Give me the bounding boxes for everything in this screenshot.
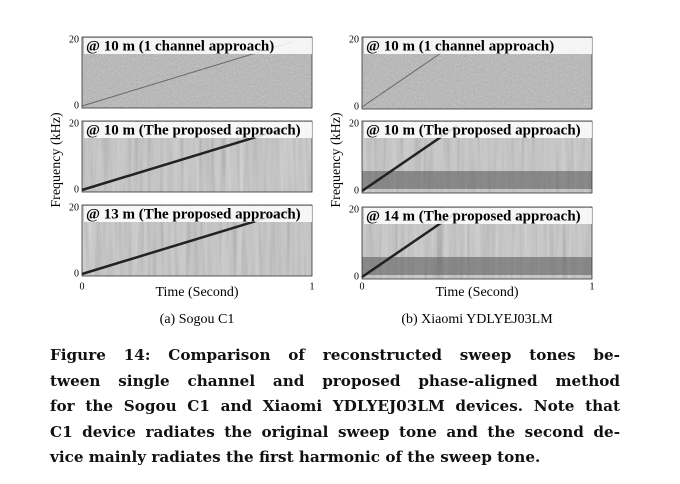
caption-line: C1 device radiates the original sweep to… <box>50 422 620 441</box>
label-box <box>364 38 592 54</box>
x-axis-label: Time (Second) <box>155 285 238 300</box>
y-tick-label: 0 <box>354 185 359 196</box>
y-tick-label: 0 <box>74 268 79 279</box>
y-tick-label: 0 <box>74 184 79 195</box>
low-band <box>362 257 592 275</box>
panel-frame <box>81 36 313 109</box>
low-band <box>362 171 592 189</box>
y-tick-label: 20 <box>69 202 79 213</box>
spectrogram: @ 10 m (1 channel approach) <box>81 36 313 109</box>
figure: @ 10 m (1 channel approach) 20 0 @ 10 m (Th… <box>49 34 595 327</box>
x-tick-label: 0 <box>80 281 85 292</box>
y-tick-label: 0 <box>354 101 359 112</box>
panel-label: @ 10 m (The proposed approach) <box>86 122 301 138</box>
y-tick-label: 0 <box>74 100 79 111</box>
caption-line: for the Sogou C1 and Xiaomi YDLYEJ03LM d… <box>50 397 620 415</box>
panel-frame <box>361 120 593 194</box>
y-tick-label: 20 <box>69 34 79 45</box>
y-tick-label: 20 <box>349 34 359 45</box>
label-box <box>84 122 312 138</box>
x-tick-label: 1 <box>590 281 595 292</box>
panel-frame <box>361 36 593 110</box>
figure-caption: Figure 14: Comparison of reconstructed s… <box>50 343 620 471</box>
y-tick-label: 0 <box>354 271 359 282</box>
label-box <box>84 206 312 222</box>
panel-label: @ 13 m (The proposed approach) <box>86 206 301 222</box>
spectrogram: @ 14 m (The proposed approach) <box>361 206 593 280</box>
panel-frame <box>81 204 313 277</box>
caption-line: Figure 14: Comparison of reconstructed s… <box>50 346 620 364</box>
panel-label: @ 10 m (1 channel approach) <box>86 38 274 54</box>
subfigure-caption: (b) Xiaomi YDLYEJ03LM <box>401 312 553 327</box>
caption-line: tween single channel and proposed phase-… <box>50 371 620 390</box>
caption-line: vice mainly radiates the first harmonic … <box>50 448 541 466</box>
label-box <box>364 208 592 224</box>
label-box <box>84 38 312 54</box>
panel-frame <box>81 120 313 193</box>
subfigure-caption: (a) Sogou C1 <box>160 312 235 327</box>
panel-frame <box>361 206 593 280</box>
label-box <box>364 122 592 138</box>
x-axis-label: Time (Second) <box>435 285 518 300</box>
x-tick-label: 0 <box>360 281 365 292</box>
y-tick-label: 20 <box>349 118 359 129</box>
spectrogram: @ 10 m (The proposed approach) <box>81 120 313 193</box>
spectrogram: @ 13 m (The proposed approach) <box>81 204 313 277</box>
panel-label: @ 14 m (The proposed approach) <box>366 208 581 224</box>
y-tick-label: 20 <box>69 118 79 129</box>
y-axis-label: Frequency (kHz) <box>329 112 344 208</box>
panel-label: @ 10 m (1 channel approach) <box>366 38 554 54</box>
panel-label: @ 10 m (The proposed approach) <box>366 122 581 138</box>
y-axis-label: Frequency (kHz) <box>49 112 64 208</box>
y-tick-label: 20 <box>349 204 359 215</box>
x-tick-label: 1 <box>310 281 315 292</box>
spectrogram: @ 10 m (1 channel approach) <box>361 36 593 110</box>
spectrogram: @ 10 m (The proposed approach) <box>361 120 593 194</box>
